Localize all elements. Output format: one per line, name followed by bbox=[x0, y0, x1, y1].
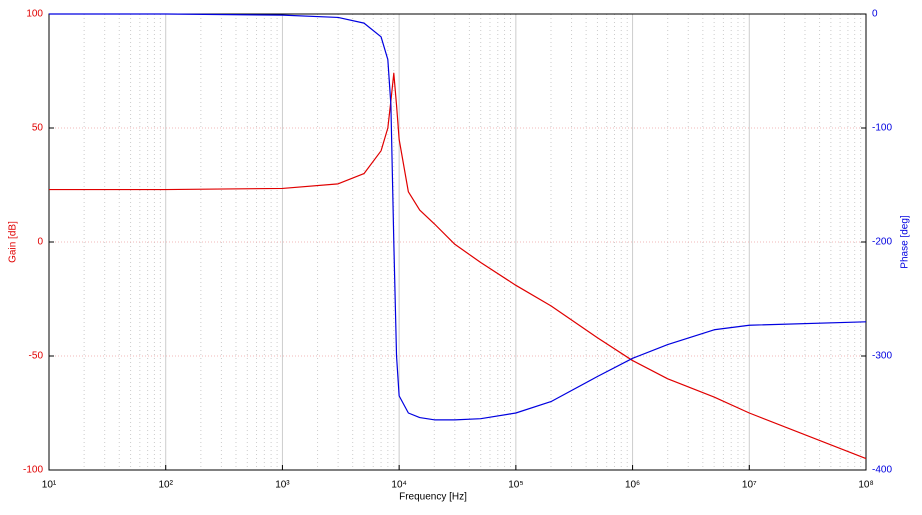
y2-tick-label: -400 bbox=[872, 465, 892, 476]
y2-tick-label: -200 bbox=[872, 237, 892, 248]
y-axis-label: Gain [dB] bbox=[8, 221, 19, 263]
plot-frame bbox=[48, 13, 867, 471]
y2-tick-label: 0 bbox=[872, 9, 878, 20]
x-tick-label: 10⁶ bbox=[625, 480, 640, 491]
x-tick-label: 10⁴ bbox=[391, 480, 406, 491]
y2-tick-label: -300 bbox=[872, 351, 892, 362]
series-line bbox=[49, 72, 867, 460]
y2-axis-label: Phase [deg] bbox=[900, 215, 911, 269]
x-axis-label: Frequency [Hz] bbox=[399, 492, 467, 503]
x-tick-label: 10⁸ bbox=[858, 480, 873, 491]
y-tick-label: 50 bbox=[32, 123, 44, 134]
x-tick-label: 10² bbox=[158, 480, 173, 491]
series-line bbox=[49, 13, 867, 421]
x-tick-label: 10³ bbox=[275, 480, 290, 491]
y-tick-label: 100 bbox=[26, 9, 43, 20]
x-tick-label: 10⁷ bbox=[742, 480, 757, 491]
y-tick-label: -50 bbox=[29, 351, 44, 362]
y-tick-label: -100 bbox=[23, 465, 43, 476]
x-tick-label: 10¹ bbox=[42, 480, 57, 491]
y2-tick-label: -100 bbox=[872, 123, 892, 134]
x-tick-label: 10⁵ bbox=[508, 480, 523, 491]
y-tick-label: 0 bbox=[37, 237, 43, 248]
